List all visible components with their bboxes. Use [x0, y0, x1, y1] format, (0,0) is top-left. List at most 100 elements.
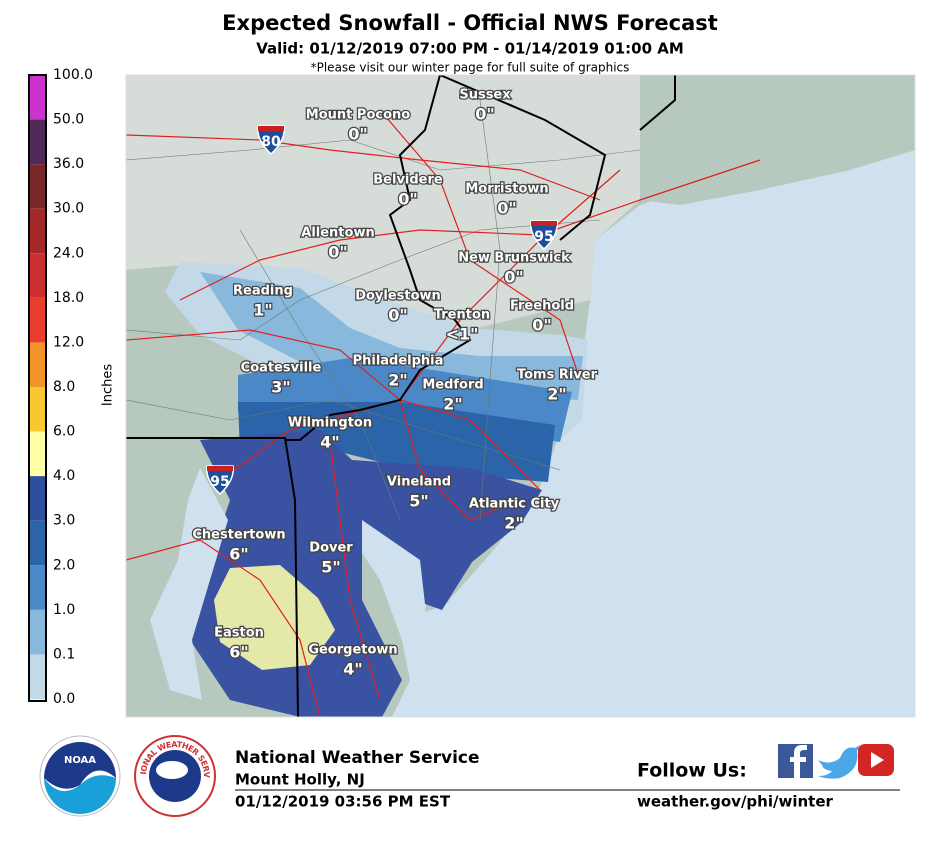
legend-label: 30.0	[53, 201, 84, 217]
cities: Mount Pocono 0" Sussex 0" Belvidere 0" Morrist…	[191, 86, 599, 680]
city-amount: 2"	[443, 395, 462, 414]
legend-label: 0.0	[53, 691, 75, 707]
shield-top	[258, 126, 284, 131]
legend-swatch	[29, 208, 46, 254]
state-border	[126, 437, 299, 717]
city-name: Chestertown	[192, 528, 285, 543]
legend-frame	[28, 74, 47, 702]
legend-swatch	[29, 342, 46, 387]
legend-label: 24.0	[53, 245, 84, 261]
legend-label: 36.0	[53, 156, 84, 172]
shield	[530, 220, 558, 251]
city-name: Philadelphia	[353, 354, 444, 369]
valid-time: Valid: 01/12/2019 07:00 PM - 01/14/2019 …	[256, 40, 684, 58]
city-name: Reading	[233, 284, 293, 299]
shield	[206, 465, 234, 496]
legend-swatch	[29, 609, 46, 655]
road	[126, 539, 321, 717]
map-frame	[125, 74, 916, 718]
map	[126, 75, 915, 717]
legend-swatch	[29, 253, 46, 298]
location: Mount Holly, NJ	[235, 771, 365, 789]
city-name: Wilmington	[288, 416, 372, 431]
url[interactable]: weather.gov/phi/winter	[637, 793, 833, 811]
city-amount: 0"	[475, 105, 494, 124]
legend-swatch	[29, 75, 46, 120]
legend-swatch	[29, 520, 46, 566]
state-border	[439, 75, 607, 241]
shield-top	[207, 466, 233, 471]
shield-top	[531, 221, 557, 226]
city-amount: 5"	[321, 558, 340, 577]
city-name: Doylestown	[355, 289, 441, 304]
road	[329, 439, 381, 701]
noaa-sky	[44, 742, 116, 789]
county-line	[126, 219, 601, 341]
noaa-wave	[44, 775, 116, 814]
legend-swatch	[29, 431, 46, 477]
legend-swatch	[29, 387, 46, 432]
city-name: Medford	[422, 378, 483, 393]
city-name: Morristown	[465, 182, 548, 197]
road	[126, 329, 541, 491]
city-name: New Brunswick	[458, 251, 570, 266]
twitter-icon[interactable]	[818, 745, 860, 779]
city-name: Dover	[309, 541, 353, 556]
county-line	[239, 229, 401, 521]
city-amount: 5"	[409, 492, 428, 511]
city-amount: 0"	[504, 268, 523, 287]
city-amount: 0"	[328, 243, 347, 262]
legend-label: 12.0	[53, 334, 84, 350]
nws-cloud	[156, 761, 188, 779]
county-line	[126, 139, 641, 171]
city-name: Mount Pocono	[306, 108, 410, 123]
legend-label: 50.0	[53, 112, 84, 128]
state-border	[285, 75, 472, 441]
city-amount: 4"	[320, 433, 339, 452]
city-name: Easton	[214, 626, 264, 641]
city-name: Allentown	[301, 226, 374, 241]
city-name: Sussex	[459, 88, 511, 103]
youtube-play	[871, 752, 884, 768]
shield	[257, 125, 285, 156]
shields: 80 95 95	[206, 125, 558, 496]
legend-axis-label: Inches	[101, 364, 116, 406]
city-amount: 2"	[504, 514, 523, 533]
city-amount: 1"	[253, 301, 272, 320]
city-name: Freehold	[510, 299, 574, 314]
city-amount: 0"	[398, 190, 417, 209]
legend-label: 6.0	[53, 424, 75, 440]
city-name: Belvidere	[373, 173, 443, 188]
facebook-f	[790, 745, 807, 778]
snow-6-8	[214, 565, 335, 670]
legend-label: 1.0	[53, 602, 75, 618]
road	[179, 159, 761, 301]
city-name: Coatesville	[241, 361, 322, 376]
chesapeake-bay	[150, 468, 228, 700]
city-name: Georgetown	[308, 643, 397, 658]
legend: Inches 100.0 50.0 36.0 30.0 24.0 18.0 12.0 8.0 6…	[28, 67, 116, 707]
city-amount: 6"	[229, 545, 248, 564]
city-amount: 4"	[343, 660, 362, 679]
legend-swatch	[29, 164, 46, 209]
note: *Please visit our winter page for full s…	[311, 61, 630, 75]
noaa-text: NOAA	[64, 755, 96, 766]
legend-label: 18.0	[53, 290, 84, 306]
city-name: Trenton	[434, 308, 490, 323]
city-amount: <1"	[446, 325, 479, 344]
city-amount: 0"	[497, 199, 516, 218]
legend-swatch	[29, 297, 46, 343]
legend-swatch	[29, 119, 46, 165]
city-name: Vineland	[387, 475, 451, 490]
state-border	[639, 75, 676, 131]
city-amount: 2"	[547, 385, 566, 404]
office: National Weather Service	[235, 748, 480, 768]
city-name: Atlantic City	[469, 497, 560, 512]
snow-1-2	[200, 272, 583, 400]
road	[126, 134, 601, 201]
legend-label: 0.1	[53, 646, 75, 662]
legend-swatch	[29, 565, 46, 610]
city-name: Toms River	[517, 368, 598, 383]
city-amount: 0"	[388, 306, 407, 325]
